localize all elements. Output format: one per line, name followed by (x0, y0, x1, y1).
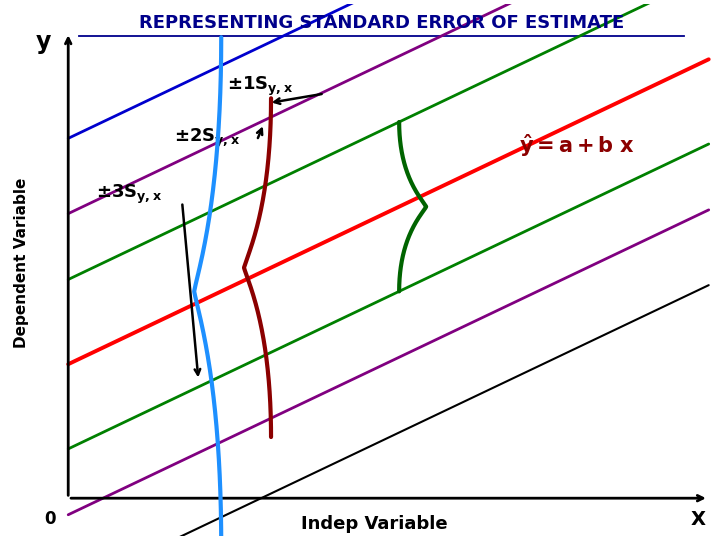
Text: X: X (690, 510, 706, 529)
Text: 0: 0 (45, 510, 56, 528)
Text: REPRESENTING STANDARD ERROR OF ESTIMATE: REPRESENTING STANDARD ERROR OF ESTIMATE (139, 14, 624, 32)
Text: $\mathbf{\hat{y}}$$\mathbf{ = a + b\ x}$: $\mathbf{\hat{y}}$$\mathbf{ = a + b\ x}$ (519, 132, 635, 159)
Text: y: y (35, 30, 51, 54)
Text: $\mathbf{\pm}$$\mathbf{1S_{y,x}}$: $\mathbf{\pm}$$\mathbf{1S_{y,x}}$ (228, 75, 294, 98)
Text: $\mathbf{\pm}$$\mathbf{2S_{y,x}}$: $\mathbf{\pm}$$\mathbf{2S_{y,x}}$ (174, 127, 240, 150)
Text: Indep Variable: Indep Variable (301, 515, 448, 533)
Text: Dependent Variable: Dependent Variable (14, 178, 30, 348)
Text: $\mathbf{\pm}$$\mathbf{3S_{y,x}}$: $\mathbf{\pm}$$\mathbf{3S_{y,x}}$ (96, 183, 162, 206)
